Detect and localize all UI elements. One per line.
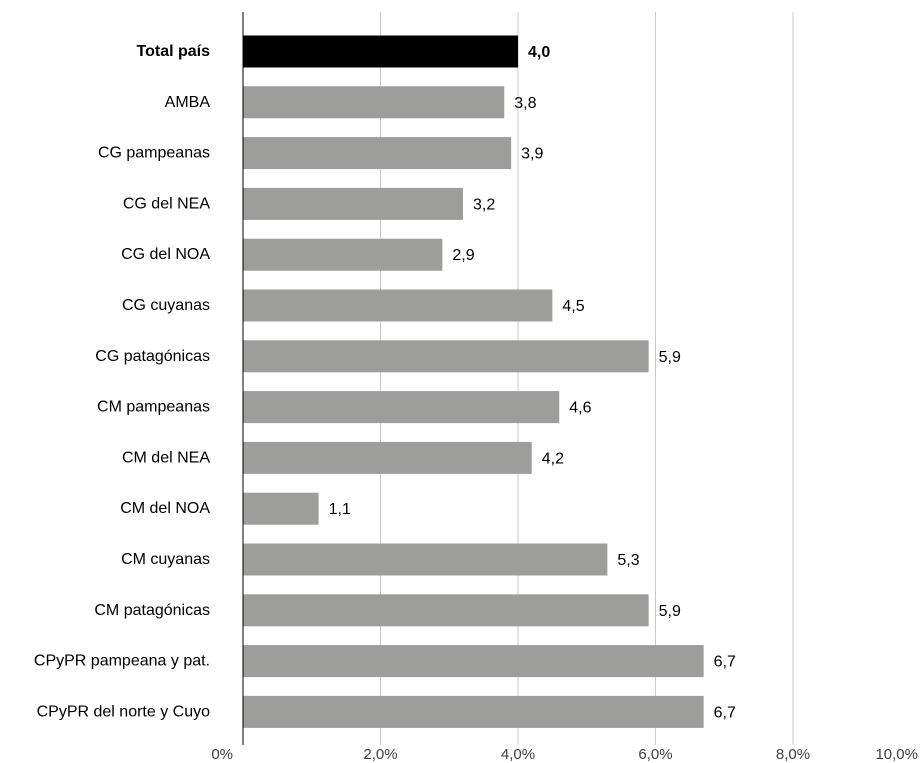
value-label: 4,2 bbox=[542, 450, 564, 467]
bar bbox=[243, 695, 704, 728]
bar-total bbox=[243, 35, 518, 68]
value-label: 2,9 bbox=[452, 247, 474, 264]
bar bbox=[243, 238, 443, 271]
x-tick-label: 6,0% bbox=[638, 746, 672, 763]
category-label: CM patagónicas bbox=[94, 602, 210, 619]
value-label: 4,6 bbox=[569, 400, 591, 417]
bar bbox=[243, 594, 649, 627]
x-tick-label: 8,0% bbox=[776, 746, 810, 763]
category-label: CG patagónicas bbox=[95, 348, 210, 365]
value-label: 3,9 bbox=[521, 146, 543, 163]
category-label: Total país bbox=[137, 43, 211, 60]
category-labels: Total país AMBA CG pampeanas CG del NEA CG d… bbox=[34, 43, 210, 720]
x-tick-label: 4,0% bbox=[501, 746, 535, 763]
category-label: CG cuyanas bbox=[122, 297, 210, 314]
value-label: 5,3 bbox=[617, 552, 639, 569]
bar bbox=[243, 492, 319, 525]
value-label: 1,1 bbox=[329, 501, 351, 518]
bar bbox=[243, 543, 608, 576]
category-label: AMBA bbox=[165, 94, 211, 111]
bar bbox=[243, 340, 649, 373]
category-label: CM pampeanas bbox=[97, 399, 210, 416]
bar bbox=[243, 86, 505, 119]
category-label: CG del NEA bbox=[123, 195, 210, 212]
category-label: CPyPR del norte y Cuyo bbox=[37, 703, 211, 720]
bar bbox=[243, 645, 704, 678]
category-label: CM cuyanas bbox=[121, 551, 210, 568]
value-label: 5,9 bbox=[659, 603, 681, 620]
value-labels: 4,0 3,8 3,9 3,2 2,9 4,5 5,9 4,6 4,2 1,1 5,3 5,9 6,7 6… bbox=[329, 44, 736, 721]
x-tick-label: 2,0% bbox=[363, 746, 397, 763]
x-tick-label: 0% bbox=[211, 746, 233, 763]
bar bbox=[243, 137, 512, 170]
bar bbox=[243, 289, 553, 322]
category-label: CM del NEA bbox=[122, 449, 210, 466]
category-label: CG del NOA bbox=[121, 246, 210, 263]
bar bbox=[243, 187, 463, 220]
value-label: 5,9 bbox=[659, 349, 681, 366]
category-label: CM del NOA bbox=[120, 500, 210, 517]
category-label: CG pampeanas bbox=[98, 145, 210, 162]
x-tick-label: 10,0% bbox=[875, 746, 918, 763]
value-label: 4,5 bbox=[562, 298, 584, 315]
value-label: 3,8 bbox=[514, 95, 536, 112]
value-label: 6,7 bbox=[714, 654, 736, 671]
bar bbox=[243, 391, 560, 424]
gridlines bbox=[380, 12, 794, 745]
value-label: 3,2 bbox=[473, 196, 495, 213]
category-label: CPyPR pampeana y pat. bbox=[34, 653, 210, 670]
bar bbox=[243, 441, 532, 474]
value-label: 6,7 bbox=[714, 704, 736, 721]
value-label: 4,0 bbox=[528, 44, 550, 61]
bars bbox=[243, 35, 704, 728]
x-tick-labels: 0% 2,0% 4,0% 6,0% 8,0% 10,0% bbox=[211, 746, 918, 763]
